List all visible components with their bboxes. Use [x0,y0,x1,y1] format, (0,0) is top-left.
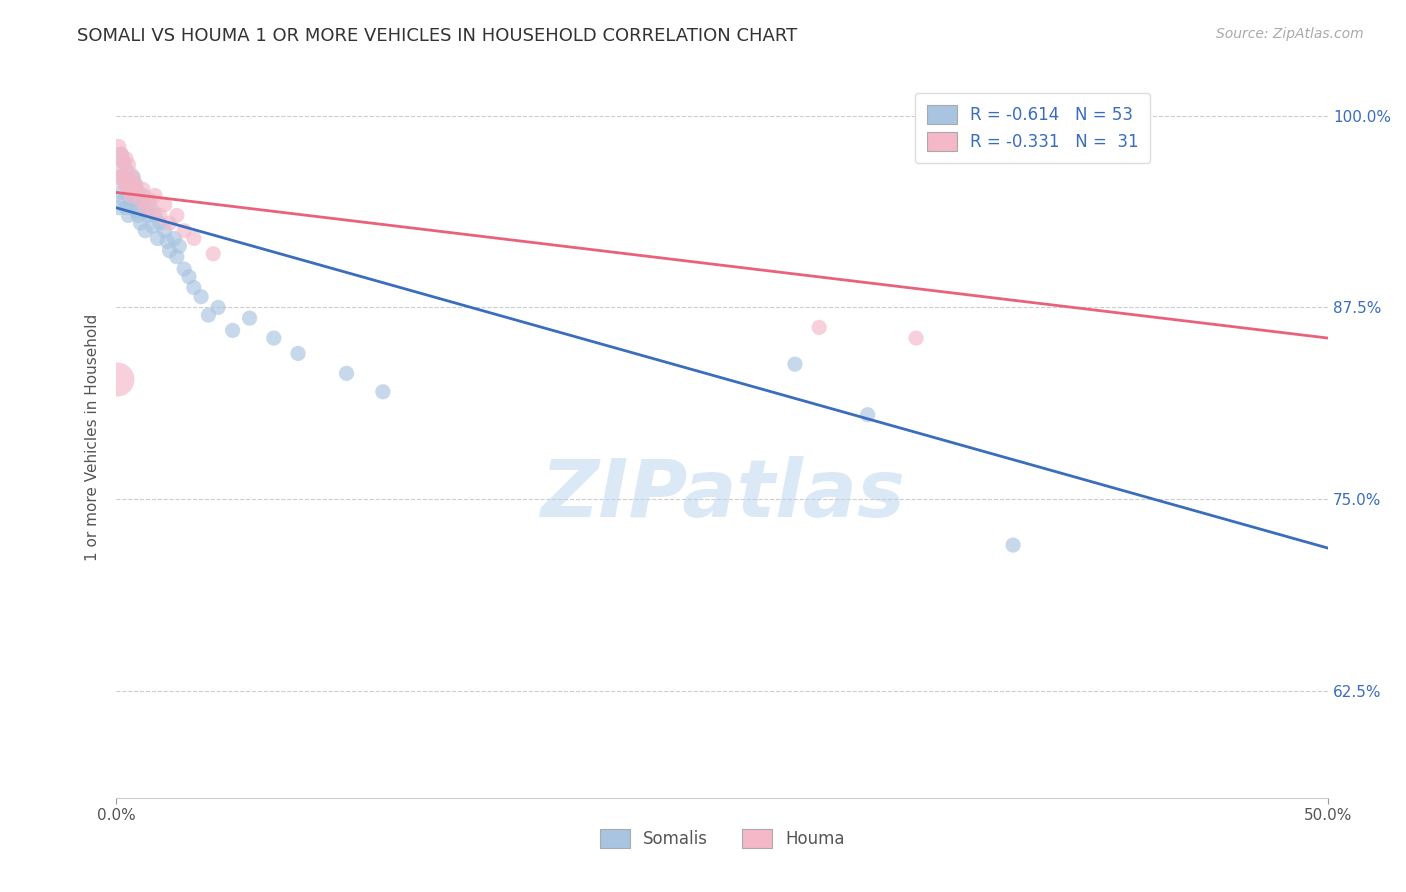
Point [120,197,142,211]
Point [177,269,200,284]
Point [107,139,129,153]
Point [115,178,138,192]
Point [149,216,172,230]
Point [107,372,129,386]
Point [783,357,806,371]
Point [156,235,179,249]
Point [115,162,138,177]
Point [127,209,149,223]
Point [134,201,156,215]
Point [132,182,155,196]
Point [183,280,205,294]
Point [127,186,149,200]
Point [166,209,188,223]
Point [1002,538,1025,552]
Point [117,158,139,172]
Point [129,216,152,230]
Point [115,201,138,215]
Text: Source: ZipAtlas.com: Source: ZipAtlas.com [1216,27,1364,41]
Point [221,323,243,337]
Point [129,193,152,207]
Point [263,331,285,345]
Point [139,197,162,211]
Point [110,147,132,161]
Point [136,209,159,223]
Text: ZIPatlas: ZIPatlas [540,457,904,534]
Point [143,188,166,202]
Point [112,193,135,207]
Y-axis label: 1 or more Vehicles in Household: 1 or more Vehicles in Household [86,314,100,561]
Point [127,186,149,200]
Point [202,246,225,260]
Point [117,209,139,223]
Point [335,367,357,381]
Point [153,224,176,238]
Point [117,173,139,187]
Point [112,154,135,169]
Point [371,384,394,399]
Point [190,290,212,304]
Point [139,193,162,207]
Point [159,244,181,258]
Point [110,186,132,200]
Point [129,193,152,207]
Point [124,178,146,192]
Point [124,203,146,218]
Point [120,167,142,181]
Point [120,182,142,196]
Point [122,173,145,187]
Point [163,231,186,245]
Point [169,239,191,253]
Point [134,224,156,238]
Point [107,162,129,177]
Point [856,408,879,422]
Point [132,188,155,202]
Point [122,170,145,185]
Legend: Somalis, Houma: Somalis, Houma [593,822,851,855]
Point [142,219,165,234]
Point [146,231,169,245]
Text: SOMALI VS HOUMA 1 OR MORE VEHICLES IN HOUSEHOLD CORRELATION CHART: SOMALI VS HOUMA 1 OR MORE VEHICLES IN HO… [77,27,797,45]
Point [107,170,129,185]
Point [166,250,188,264]
Point [115,152,138,166]
Point [159,216,181,230]
Point [115,178,138,192]
Point [110,173,132,187]
Point [120,188,142,202]
Point [124,178,146,192]
Point [207,301,229,315]
Point [287,346,309,360]
Point [183,231,205,245]
Point [134,201,156,215]
Point [197,308,219,322]
Point [112,154,135,169]
Point [122,193,145,207]
Point [112,170,135,185]
Point [905,331,928,345]
Point [142,203,165,218]
Point [143,209,166,223]
Point [239,311,262,326]
Point [173,262,195,277]
Point [117,188,139,202]
Point [117,182,139,196]
Point [110,147,132,161]
Point [149,209,172,223]
Point [107,201,129,215]
Point [173,224,195,238]
Point [808,320,831,334]
Point [153,197,176,211]
Point [112,170,135,185]
